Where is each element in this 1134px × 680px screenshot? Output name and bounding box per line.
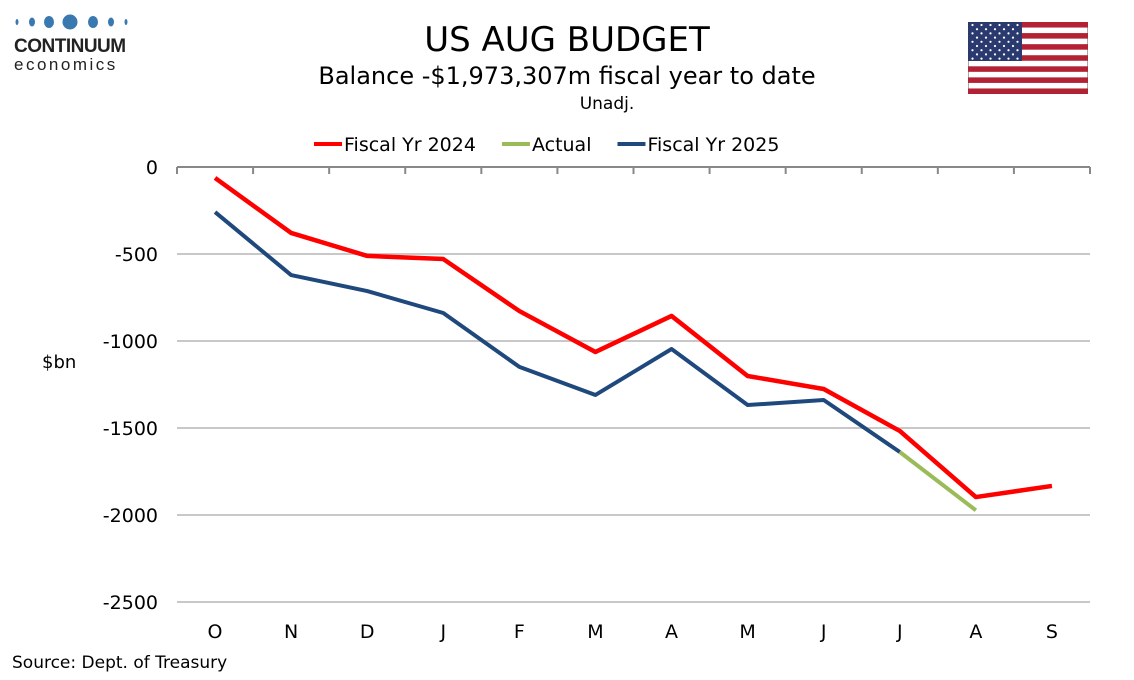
flag-stripe — [968, 66, 1088, 72]
x-tick-label: J — [820, 621, 827, 643]
flag-star — [1011, 44, 1015, 48]
flag-star — [1011, 28, 1015, 31]
flag-star — [1007, 57, 1010, 60]
flag-star — [984, 28, 988, 31]
flag-stripe — [968, 55, 1088, 61]
flag-star — [993, 44, 997, 48]
y-tick-label: 0 — [146, 157, 158, 179]
flag-stripe — [968, 33, 1088, 39]
flag-stripe — [968, 44, 1088, 50]
legend-label: Fiscal Yr 2025 — [647, 134, 779, 156]
series-line-fiscal-yr-2024 — [213, 176, 1053, 500]
logo-sub: economics — [14, 55, 118, 74]
flag-star — [1016, 40, 1019, 43]
flag-star — [1002, 53, 1006, 56]
series-line-actual — [898, 450, 978, 512]
flag-star — [993, 36, 997, 39]
chart-note: Unadj. — [579, 94, 635, 114]
x-tick-label: F — [514, 621, 525, 643]
flag-stripe — [968, 88, 1088, 94]
source-note: Source: Dept. of Treasury — [12, 653, 228, 673]
flag-star — [989, 57, 992, 60]
plot-area: 0 -500 -1000 -1500 -2000 -2500 O N D J F M A M J J A S Fis… — [103, 134, 1091, 643]
flag-star — [1002, 36, 1006, 39]
chart-title: US AUG BUDGET — [424, 20, 710, 60]
flag-star — [975, 53, 979, 56]
flag-stripe — [968, 77, 1088, 83]
y-tick-label: -2500 — [103, 592, 158, 614]
flag-star — [980, 23, 983, 27]
flag-star — [1007, 40, 1010, 43]
x-tick-label: M — [739, 621, 755, 643]
flag-star — [971, 23, 974, 27]
continuum-logo: CONTINUUM economics — [14, 14, 134, 75]
flag-star — [998, 57, 1001, 60]
us-flag-icon — [968, 22, 1088, 94]
y-tick-label: -1000 — [103, 331, 158, 353]
flag-star — [989, 32, 992, 35]
y-axis-label: $bn — [42, 352, 77, 373]
chart-subtitle: Balance -$1,973,307m fiscal year to date — [318, 62, 816, 90]
flag-star — [1016, 23, 1019, 27]
flag-star — [980, 40, 983, 43]
logo-dots-icon — [15, 14, 128, 30]
flag-star — [971, 49, 974, 52]
x-tick-label: N — [284, 621, 298, 643]
flag-star — [971, 57, 974, 60]
flag-star — [984, 44, 988, 48]
flag-star — [1011, 36, 1015, 39]
flag-star — [1016, 49, 1019, 52]
flag-star — [1011, 53, 1015, 56]
series-line-fiscal-yr-2025 — [213, 210, 901, 454]
flag-star — [998, 40, 1001, 43]
flag-star — [989, 40, 992, 43]
flag-star — [998, 32, 1001, 35]
flag-star — [989, 49, 992, 52]
flag-star — [984, 36, 988, 39]
x-tick-label: A — [665, 621, 678, 643]
flag-star — [1016, 32, 1019, 35]
flag-star — [980, 32, 983, 35]
x-tick-label: A — [969, 621, 982, 643]
x-tick-label: D — [360, 621, 375, 643]
legend-label: Actual — [532, 134, 592, 156]
x-tick-label: O — [208, 621, 223, 643]
y-tick-label: -1500 — [103, 418, 158, 440]
flag-star — [1002, 28, 1006, 31]
y-tick-label: -2000 — [103, 505, 158, 527]
y-tick-label: -500 — [115, 244, 158, 266]
x-tick-label: J — [896, 621, 903, 643]
flag-star — [1007, 23, 1010, 27]
flag-star — [971, 32, 974, 35]
flag-star — [984, 53, 988, 56]
flag-star — [1002, 44, 1006, 48]
flag-star — [975, 28, 979, 31]
flag-star — [975, 44, 979, 48]
x-tick-label: S — [1046, 621, 1058, 643]
flag-star — [989, 23, 992, 27]
flag-stripe — [968, 22, 1088, 28]
logo-name: CONTINUUM — [14, 36, 126, 57]
flag-star — [998, 23, 1001, 27]
flag-star — [998, 49, 1001, 52]
legend-label: Fiscal Yr 2024 — [344, 134, 476, 156]
flag-star — [980, 57, 983, 60]
flag-star — [975, 36, 979, 39]
x-tick-label: J — [439, 621, 446, 643]
flag-star — [1007, 32, 1010, 35]
flag-star — [993, 53, 997, 56]
flag-star — [1007, 49, 1010, 52]
flag-star — [980, 49, 983, 52]
flag-star — [993, 28, 997, 31]
flag-star — [1016, 57, 1019, 60]
flag-star — [971, 40, 974, 43]
x-tick-label: M — [587, 621, 603, 643]
